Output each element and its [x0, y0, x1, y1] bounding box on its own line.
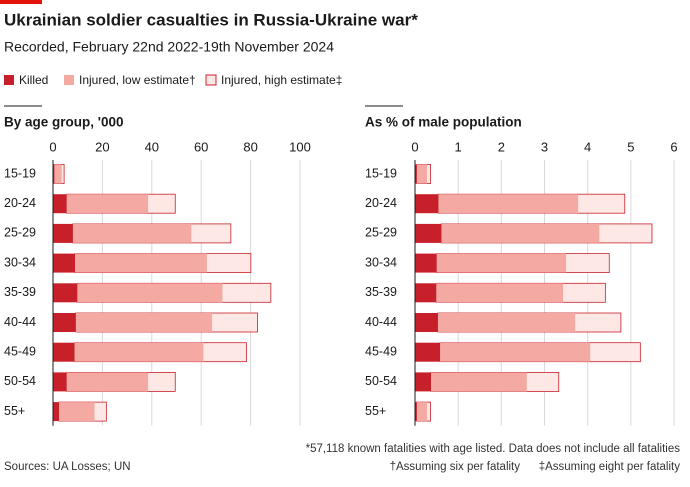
y-tick-label: 20-24: [4, 196, 36, 210]
legend-label: Injured, low estimate†: [79, 73, 196, 87]
bar-low: [66, 194, 149, 214]
x-tick-label: 100: [289, 139, 311, 154]
bar-killed: [415, 313, 438, 332]
bar-killed: [53, 194, 67, 214]
bar-killed: [53, 283, 78, 303]
x-tick-label: 6: [670, 139, 677, 154]
bar-low: [72, 223, 192, 243]
x-tick-label: 60: [194, 139, 208, 154]
panel-title: As % of male population: [365, 115, 522, 130]
bar-killed: [415, 253, 437, 273]
y-tick-label: 15-19: [4, 166, 36, 180]
y-tick-label: 35-39: [365, 285, 397, 299]
bar-killed: [415, 223, 442, 243]
bar-low: [75, 313, 213, 332]
brand-bar: [0, 0, 42, 4]
y-tick-label: 25-29: [4, 226, 36, 240]
x-tick-label: 3: [541, 139, 548, 154]
bar-low: [436, 253, 567, 273]
bar-killed: [415, 164, 417, 184]
x-tick-label: 4: [584, 139, 591, 154]
bar-killed: [53, 253, 75, 273]
y-tick-label: 35-39: [4, 285, 36, 299]
bar-low: [54, 164, 62, 184]
bar-killed: [53, 164, 55, 184]
chart-subtitle: Recorded, February 22nd 2022-19th Novemb…: [4, 39, 334, 55]
x-tick-label: 40: [145, 139, 159, 154]
x-tick-label: 5: [627, 139, 634, 154]
y-tick-label: 55+: [365, 404, 386, 418]
x-tick-label: 20: [95, 139, 109, 154]
bar-killed: [415, 402, 417, 422]
bar-low: [430, 372, 527, 392]
bar-low: [438, 194, 579, 214]
y-tick-label: 25-29: [365, 226, 397, 240]
y-tick-label: 50-54: [365, 374, 397, 388]
x-tick-label: 2: [498, 139, 505, 154]
bar-killed: [53, 402, 59, 422]
bar-killed: [53, 313, 76, 332]
legend-label: Injured, high estimate‡: [221, 73, 342, 87]
bar-killed: [53, 372, 67, 392]
legend-label: Killed: [19, 73, 48, 87]
footnote: †Assuming six per fatality: [390, 461, 521, 473]
bar-killed: [415, 194, 439, 214]
bar-low: [436, 283, 564, 303]
bar-killed: [53, 223, 73, 243]
footnote: *57,118 known fatalities with age listed…: [306, 443, 681, 455]
footnote: ‡Assuming eight per fatality: [539, 461, 681, 473]
bar-low: [66, 372, 149, 392]
y-tick-label: 40-44: [4, 315, 36, 329]
bar-low: [74, 342, 204, 362]
bar-killed: [415, 283, 437, 303]
y-tick-label: 30-34: [4, 255, 36, 269]
x-tick-label: 1: [455, 139, 462, 154]
source: Sources: UA Losses; UN: [4, 461, 131, 473]
chart-title: Ukrainian soldier casualties in Russia-U…: [4, 10, 418, 29]
bar-low: [441, 223, 600, 243]
y-tick-label: 45-49: [365, 344, 397, 358]
bar-low: [58, 402, 95, 422]
bar-killed: [53, 342, 75, 362]
y-tick-label: 15-19: [365, 166, 397, 180]
bar-low: [77, 283, 223, 303]
bar-low: [440, 342, 591, 362]
y-tick-label: 20-24: [365, 196, 397, 210]
bar-low: [416, 402, 428, 422]
legend-swatch: [4, 75, 14, 85]
legend-swatch: [205, 74, 217, 86]
panel-title: By age group, '000: [4, 115, 124, 130]
bar-low: [437, 313, 576, 332]
y-tick-label: 45-49: [4, 344, 36, 358]
legend-swatch: [64, 75, 74, 85]
y-tick-label: 55+: [4, 404, 25, 418]
bar-low: [74, 253, 207, 273]
x-tick-label: 0: [49, 139, 56, 154]
bar-killed: [415, 372, 431, 392]
bar-killed: [415, 342, 441, 362]
x-tick-label: 0: [411, 139, 418, 154]
y-tick-label: 40-44: [365, 315, 397, 329]
bar-low: [416, 164, 428, 184]
y-tick-label: 50-54: [4, 374, 36, 388]
y-tick-label: 30-34: [365, 255, 397, 269]
x-tick-label: 80: [243, 139, 257, 154]
